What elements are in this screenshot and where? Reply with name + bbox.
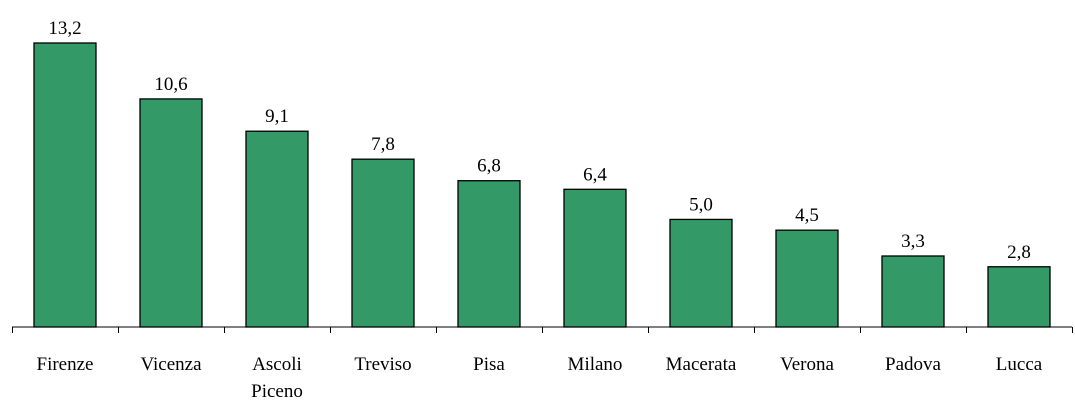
- bar: [457, 180, 521, 328]
- data-label: 7,8: [371, 134, 395, 155]
- category-label: Vicenza: [140, 354, 202, 375]
- bar: [563, 188, 627, 328]
- category-label: Lucca: [996, 354, 1043, 375]
- category-label: Verona: [780, 354, 834, 375]
- category-label: Pisa: [473, 354, 505, 375]
- category-label: Piceno: [251, 381, 303, 402]
- category-label: Padova: [885, 354, 942, 375]
- bar: [139, 98, 203, 328]
- data-label: 5,0: [689, 194, 713, 215]
- bar: [245, 130, 309, 328]
- data-label: 10,6: [154, 74, 187, 95]
- category-label: Treviso: [354, 354, 411, 375]
- bar: [775, 229, 839, 328]
- bar: [987, 266, 1051, 328]
- data-label: 4,5: [795, 205, 819, 226]
- category-label: Firenze: [37, 354, 94, 375]
- bar: [669, 218, 733, 328]
- bar: [351, 158, 415, 328]
- category-label: Milano: [568, 354, 623, 375]
- data-label: 9,1: [265, 106, 289, 127]
- category-label: Macerata: [666, 354, 737, 375]
- data-label: 2,8: [1007, 242, 1031, 263]
- data-label: 6,4: [583, 164, 607, 185]
- category-label: Ascoli: [252, 354, 302, 375]
- bar: [881, 255, 945, 328]
- data-label: 13,2: [48, 18, 81, 39]
- bars-group: [33, 42, 1051, 328]
- bar: [33, 42, 97, 328]
- data-label: 6,8: [477, 156, 501, 177]
- labels-group: 13,2 Firenze 10,6 Vicenza 9,1 Ascoli Piceno 7,8…: [37, 18, 1043, 402]
- x-axis: [12, 326, 1073, 333]
- data-label: 3,3: [901, 231, 925, 252]
